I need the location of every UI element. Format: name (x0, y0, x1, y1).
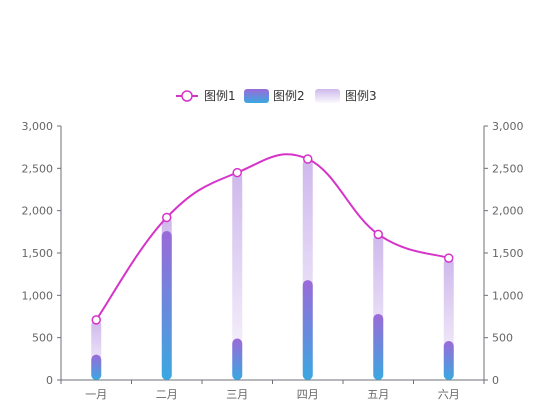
legend-label-2: 图例2 (273, 89, 305, 103)
x-tick-label: 五月 (367, 388, 389, 401)
right-y-tick-label: 0 (492, 374, 499, 387)
right-y-tick-label: 2,000 (492, 205, 524, 218)
left-y-tick-label: 2,500 (22, 162, 54, 175)
x-tick-label: 一月 (85, 388, 107, 401)
series-1-point (373, 229, 383, 240)
series-1-line (91, 153, 454, 325)
series-1-point (162, 212, 172, 223)
series-1-point (444, 253, 454, 263)
legend-swatch-bar-2 (244, 89, 269, 103)
legend-swatch-bar-3 (315, 89, 340, 103)
left-y-tick-label: 0 (46, 374, 53, 387)
right-y-tick-label: 1,000 (492, 289, 524, 302)
series-1-line-path (95, 153, 450, 321)
series-3-bar (232, 172, 243, 380)
series-2-bar (302, 280, 313, 380)
legend-item-series-2[interactable]: 图例2 (244, 89, 305, 103)
series-3-bars (91, 159, 454, 380)
series-2-bar (91, 354, 102, 380)
right-y-ticks: 0 500 1,000 1,500 2,000 2,500 3,000 (484, 120, 524, 387)
left-y-tick-label: 3,000 (22, 120, 54, 133)
left-y-tick-label: 2,000 (22, 205, 54, 218)
legend-item-series-3[interactable]: 图例3 (315, 89, 377, 103)
x-tick-label: 二月 (156, 388, 178, 401)
right-y-tick-label: 1,500 (492, 247, 524, 260)
series-2-bar (373, 313, 384, 380)
right-y-tick-label: 3,000 (492, 120, 524, 133)
series-1-point (91, 315, 101, 325)
legend-item-series-1[interactable]: 图例1 (176, 89, 236, 103)
left-y-tick-label: 1,500 (22, 247, 54, 260)
x-tick-label: 六月 (438, 388, 460, 401)
series-2-bar (161, 230, 172, 380)
left-y-ticks: 0 500 1,000 1,500 2,000 2,500 3,000 (22, 120, 61, 387)
left-y-tick-label: 1,000 (22, 289, 54, 302)
series-2-bars (91, 230, 454, 380)
right-y-tick-label: 2,500 (492, 162, 524, 175)
x-tick-label: 四月 (297, 388, 319, 401)
x-ticks: 一月 二月 三月 四月 五月 六月 (60, 380, 485, 401)
series-1-point (303, 154, 313, 164)
legend-label-3: 图例3 (345, 89, 377, 103)
left-y-tick-label: 500 (32, 332, 53, 345)
right-y-tick-label: 500 (492, 332, 513, 345)
legend-swatch-marker-1 (181, 90, 193, 102)
series-1-point (232, 167, 242, 178)
series-2-bar (443, 341, 454, 380)
legend: 图例1 图例2 图例3 (176, 89, 377, 103)
series-2-bar (232, 338, 243, 380)
legend-label-1: 图例1 (204, 89, 236, 103)
x-tick-label: 三月 (226, 388, 248, 401)
